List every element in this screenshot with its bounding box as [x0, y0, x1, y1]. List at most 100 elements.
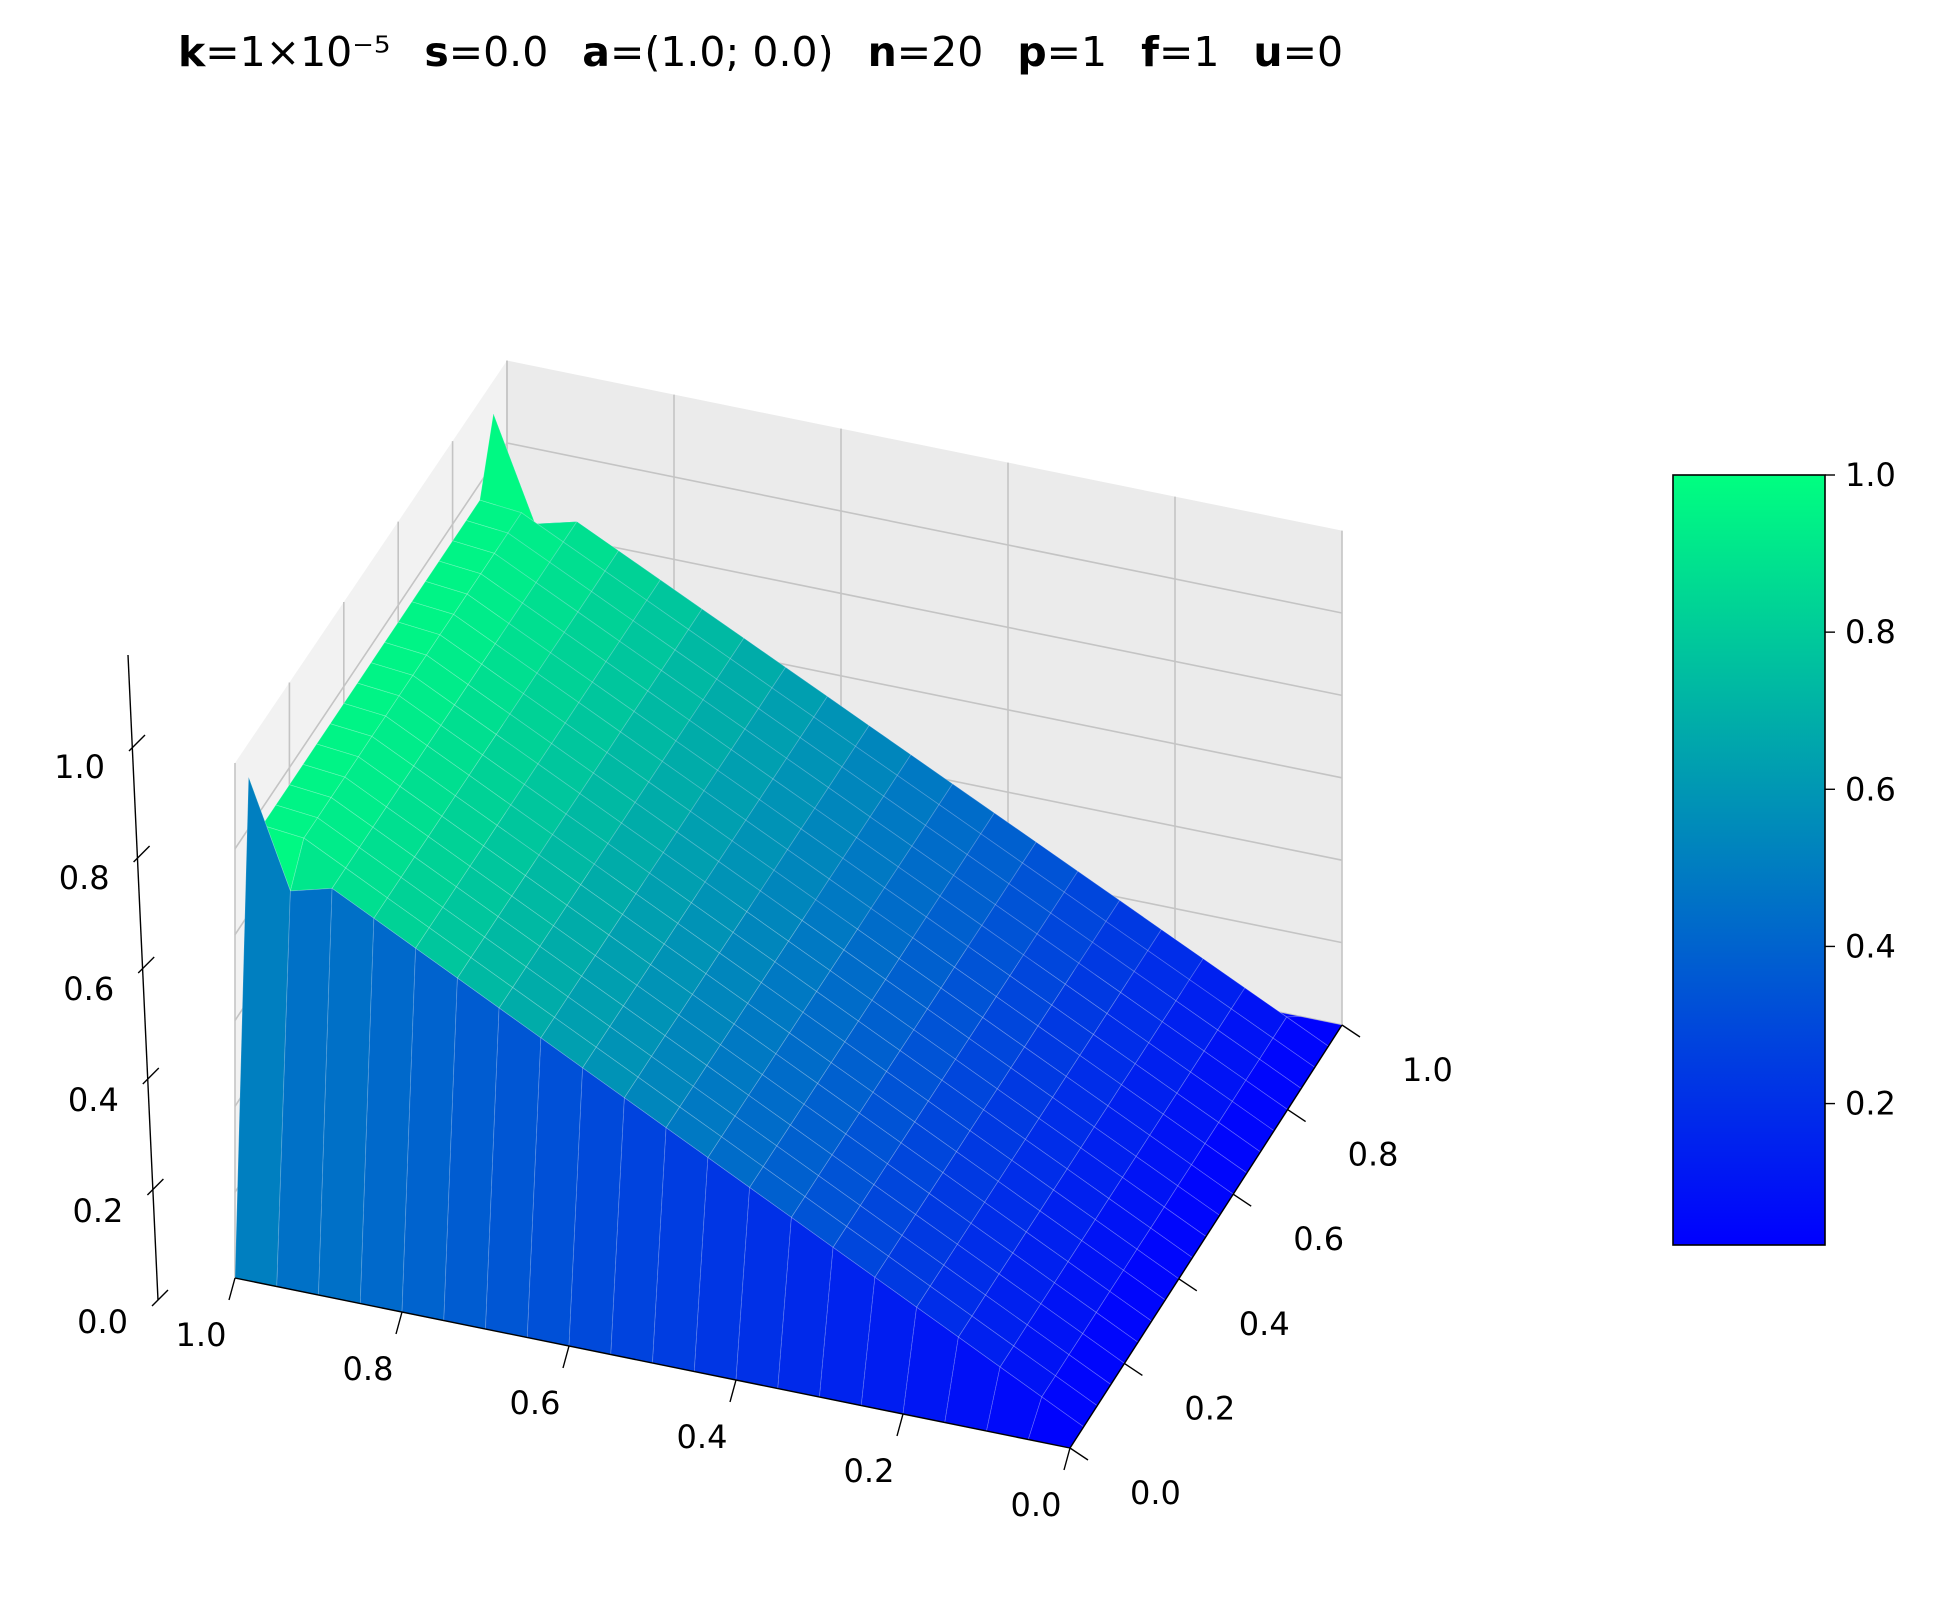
surface-cell [494, 622, 552, 674]
z-tick-label: 0.6 [63, 970, 114, 1008]
axis-ticks: 0.0 0.2 0.4 0.6 0.8 1.0 0.0 0.2 0.4 0.6 0.8 1.0 0.0 0… [54, 734, 1453, 1524]
surface-cell [745, 799, 802, 851]
title-param-u: u=0 [1253, 28, 1377, 76]
x-tick [1063, 1447, 1071, 1471]
surface-cell [662, 831, 720, 883]
title-param-name: s [424, 28, 449, 76]
surface-cell [563, 611, 621, 663]
y-tick-label: 0.6 [1293, 1220, 1344, 1258]
title-param-f: f=1 [1141, 28, 1253, 76]
title-param-value: =1 [1158, 28, 1220, 76]
title-param-p: p=1 [1017, 28, 1141, 76]
title-param-name: a [582, 28, 610, 76]
y-tick-label: 0.2 [1184, 1389, 1235, 1427]
z-tick-label: 1.0 [54, 748, 105, 786]
x-tick [562, 1345, 570, 1369]
surface-cell [632, 599, 690, 651]
y-tick [1178, 1278, 1198, 1292]
x-tick-label: 0.6 [510, 1384, 561, 1422]
x-tick-label: 0.2 [844, 1452, 895, 1490]
title-param-name: f [1141, 28, 1159, 76]
title-param-n: n=20 [868, 28, 1018, 76]
title-param-name: u [1253, 28, 1283, 76]
colorbar-tick-label: 0.8 [1845, 613, 1896, 651]
surface-cell [483, 824, 540, 877]
surface-cell [522, 672, 580, 724]
z-tick-label: 0.2 [73, 1192, 124, 1230]
title-param-k: k=1×10⁻⁵ [178, 28, 424, 76]
y-tick [1232, 1193, 1252, 1207]
title-param-s: s=0.0 [424, 28, 582, 76]
surface-cell [814, 787, 871, 839]
surface-cell [647, 669, 704, 721]
x-tick [228, 1277, 236, 1301]
x-axis-line [234, 1277, 1071, 1449]
title-param-a: a=(1.0; 0.0) [582, 28, 867, 76]
x-tick [395, 1311, 403, 1335]
surface-cell [510, 783, 567, 836]
z-tick [146, 1178, 164, 1196]
y-tick [1287, 1109, 1306, 1123]
colorbar-tick-label: 0.2 [1845, 1085, 1896, 1123]
x-tick [729, 1379, 737, 1403]
y-tick-label: 0.4 [1239, 1305, 1290, 1343]
x-tick-label: 0.0 [1011, 1486, 1062, 1524]
surface-cell [439, 613, 496, 665]
colorbar-gradient [1672, 474, 1826, 1246]
surface-cell [590, 570, 648, 622]
y-tick-label: 0.0 [1130, 1474, 1181, 1512]
surface-cell [412, 654, 469, 706]
surface-cell [716, 658, 773, 710]
x-tick [896, 1413, 904, 1437]
surface-cell [482, 733, 539, 786]
surface-cell [579, 772, 636, 824]
surface-cell [470, 936, 527, 989]
title-param-value: =(1.0; 0.0) [609, 28, 834, 76]
colorbar-tick-label: 1.0 [1845, 456, 1896, 494]
z-tick [128, 734, 146, 752]
colorbar: 0.2 0.4 0.6 0.8 1.0 [1672, 456, 1896, 1246]
surface-cell [551, 722, 608, 774]
title-param-value: =1 [1046, 28, 1108, 76]
surface-cell [481, 643, 538, 695]
z-axis-line [127, 654, 159, 1301]
y-tick [1341, 1024, 1361, 1038]
surface-cell [496, 804, 554, 856]
surface-cell [550, 631, 607, 683]
chart-title: k=1×10⁻⁵ s=0.0 a=(1.0; 0.0) n=20 p=1 f=1 u=0 [178, 28, 1377, 76]
title-param-name: n [867, 28, 897, 76]
z-tick-label: 0.8 [59, 859, 110, 897]
title-param-value: =0 [1282, 28, 1344, 76]
title-param-name: p [1017, 28, 1047, 76]
surface-cell [578, 681, 635, 733]
title-param-value: =1×10⁻⁵ [205, 28, 391, 76]
gridline-z [234, 442, 1343, 850]
surface-cell [661, 740, 719, 792]
surface-cell [565, 793, 623, 845]
surface-cell [453, 684, 511, 736]
surface-cell [677, 902, 734, 954]
colorbar-tick-label: 0.6 [1845, 770, 1896, 808]
axis-lines [127, 654, 1343, 1449]
surface-cell [606, 731, 663, 783]
z-tick [151, 1289, 169, 1307]
z-tick-label: 0.0 [77, 1303, 128, 1341]
surface-mesh [234, 412, 1343, 1449]
x-tick-label: 0.4 [677, 1418, 728, 1456]
colorbar-tick-label: 0.4 [1845, 927, 1896, 965]
surface-cell [411, 580, 468, 615]
z-tick [137, 956, 155, 974]
y-tick [1069, 1447, 1089, 1461]
surface-cell [549, 541, 606, 593]
z-tick [133, 845, 151, 863]
surface-cell [564, 702, 622, 754]
surface-cell [495, 713, 553, 765]
title-param-name: k [178, 28, 206, 76]
surface-cell [634, 781, 692, 833]
y-tick-label: 1.0 [1402, 1051, 1453, 1089]
surface-cell [303, 817, 360, 869]
surface-cell [358, 826, 416, 878]
y-tick [1124, 1362, 1143, 1376]
surface-cell [674, 628, 731, 680]
